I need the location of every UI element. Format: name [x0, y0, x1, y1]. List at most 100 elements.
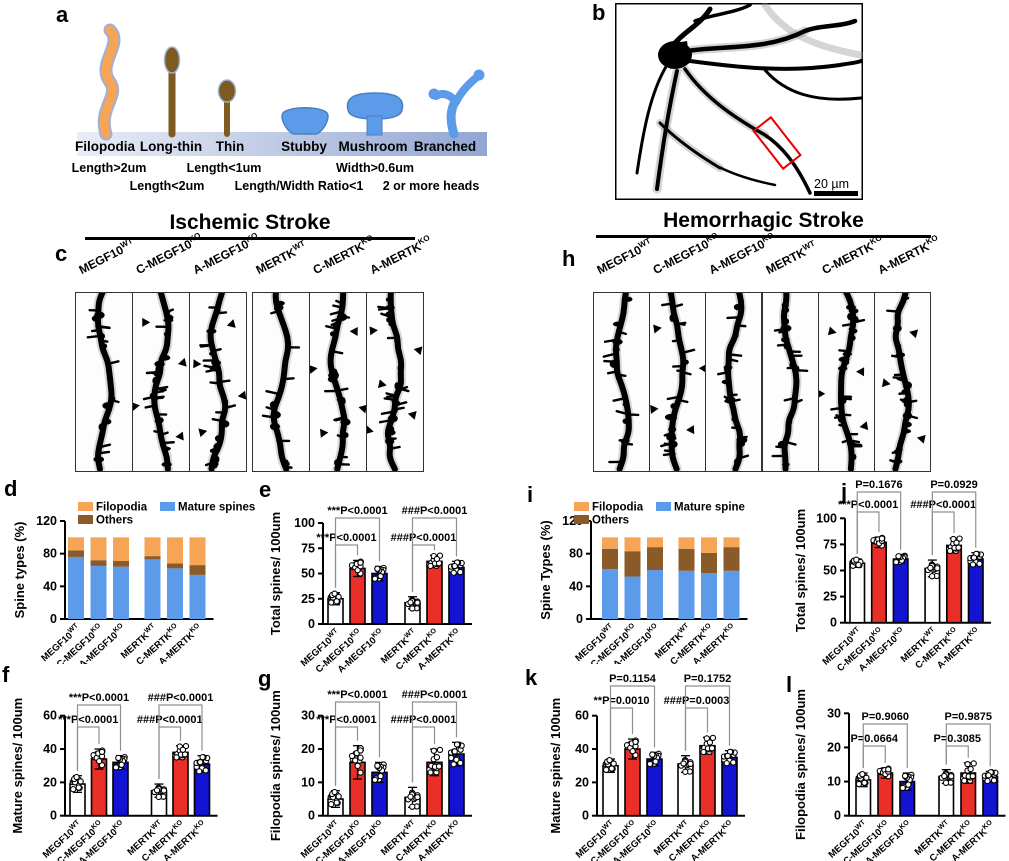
arrowhead-marker — [193, 359, 202, 369]
significance-label: ###P<0.0001 — [402, 689, 468, 701]
data-point — [632, 738, 639, 746]
significance-label: ***P<0.0001 — [69, 692, 129, 704]
legend-swatch — [574, 515, 589, 524]
data-point — [335, 793, 342, 800]
stacked-segment-others — [647, 547, 663, 570]
data-point — [371, 776, 379, 784]
column-label: MEGF10WT — [76, 236, 135, 277]
significance-label: P=0.1752 — [684, 673, 731, 685]
y-tick-label: 50 — [301, 567, 315, 581]
criterion-two-heads: 2 or more heads — [383, 179, 480, 193]
branched-head-right — [473, 69, 485, 81]
legend-label: Mature spine — [674, 502, 745, 514]
stacked-segment-mature-spine — [624, 576, 641, 619]
significance-label: ###P<0.0001 — [402, 505, 468, 517]
micrograph-frame — [615, 3, 863, 200]
type-label-mushroom: Mushroom — [339, 139, 408, 154]
data-point — [450, 761, 457, 768]
stacked-segment-others — [167, 563, 183, 569]
stacked-segment-mature-spine — [602, 569, 618, 619]
stacked-segment-filopodia — [723, 537, 740, 548]
significance-label: **P=0.0010 — [594, 695, 650, 707]
y-tick-label: 60 — [575, 709, 589, 723]
arrowhead-marker — [916, 434, 926, 444]
dendrite-image — [364, 284, 424, 474]
stacked-segment-mature-spine — [701, 573, 717, 619]
bar — [426, 560, 443, 625]
data-point — [451, 748, 458, 755]
data-point — [984, 777, 991, 785]
y-axis-title: Filopodia spines/ 100um — [268, 690, 283, 841]
y-tick-label: 75 — [823, 537, 837, 551]
data-point — [357, 559, 364, 566]
stacked-segment-others — [68, 550, 84, 557]
scale-bar — [814, 191, 858, 196]
arrowhead-marker — [881, 378, 891, 388]
data-point — [955, 544, 962, 551]
bar — [877, 772, 894, 817]
significance-bracket — [411, 517, 458, 592]
dendrite-image — [762, 284, 819, 474]
y-axis-title: Total spines/ 100um — [268, 512, 283, 635]
arrowhead-marker — [686, 425, 695, 435]
panel-letter-k: k — [525, 665, 538, 690]
arrowhead-marker — [226, 319, 236, 328]
data-point — [946, 547, 954, 555]
data-point — [941, 772, 948, 780]
significance-label: ***P<0.0001 — [58, 714, 118, 726]
data-point — [961, 777, 968, 784]
significance-label: P=0.1154 — [609, 673, 657, 685]
stacked-segment-filopodia — [602, 537, 618, 549]
y-axis-title: Mature spines/ 100um — [548, 698, 563, 834]
y-tick-label: 40 — [43, 579, 57, 593]
significance-label: ***P<0.0001 — [327, 689, 387, 701]
data-point — [948, 773, 955, 780]
legend-label: Others — [96, 515, 133, 527]
significance-bracket — [684, 685, 731, 751]
y-tick-label: 80 — [43, 547, 57, 561]
title-hemorrhagic-stroke: Hemorrhagic Stroke — [596, 209, 931, 238]
stacked-segment-mature-spines — [90, 565, 107, 619]
data-point — [96, 758, 103, 765]
dendritic-arbor — [635, 3, 863, 195]
data-point — [967, 765, 974, 773]
data-point — [70, 786, 77, 793]
y-tick-label: 0 — [50, 612, 57, 626]
data-point — [75, 784, 82, 791]
y-tick-label: 120 — [36, 514, 57, 528]
data-point — [934, 565, 941, 572]
data-point — [112, 764, 120, 771]
data-point — [700, 748, 707, 756]
y-tick-label: 50 — [823, 564, 837, 578]
data-point — [202, 767, 209, 774]
significance-bracket — [931, 491, 977, 556]
stacked-segment-others — [723, 547, 740, 571]
data-point — [878, 535, 886, 542]
data-point — [892, 558, 900, 566]
y-tick-label: 80 — [569, 547, 583, 561]
significance-label: ###P<0.0001 — [137, 714, 203, 726]
data-point — [348, 752, 356, 760]
legend-label: Mature spines — [178, 502, 255, 514]
data-point — [374, 762, 381, 769]
dendrite-image — [705, 284, 762, 474]
bar — [946, 544, 963, 624]
data-point — [173, 754, 180, 761]
data-point — [927, 564, 934, 572]
dendrite-image — [593, 284, 650, 474]
arrowhead-marker — [142, 317, 151, 327]
dendrite-image — [874, 284, 931, 474]
significance-label: ***P<0.0001 — [316, 532, 376, 544]
stacked-segment-others — [90, 560, 107, 566]
stacked-segment-mature-spines — [189, 574, 206, 619]
y-axis-title: Mature spines/ 100um — [10, 698, 25, 834]
mushroom-stem — [366, 115, 383, 136]
data-point — [427, 562, 434, 570]
type-label-thin: Thin — [216, 139, 245, 154]
data-point — [73, 773, 80, 781]
significance-bracket — [856, 491, 902, 555]
data-point — [118, 761, 125, 768]
y-tick-label: 20 — [43, 775, 57, 789]
data-point — [899, 784, 906, 792]
bar — [448, 566, 465, 625]
